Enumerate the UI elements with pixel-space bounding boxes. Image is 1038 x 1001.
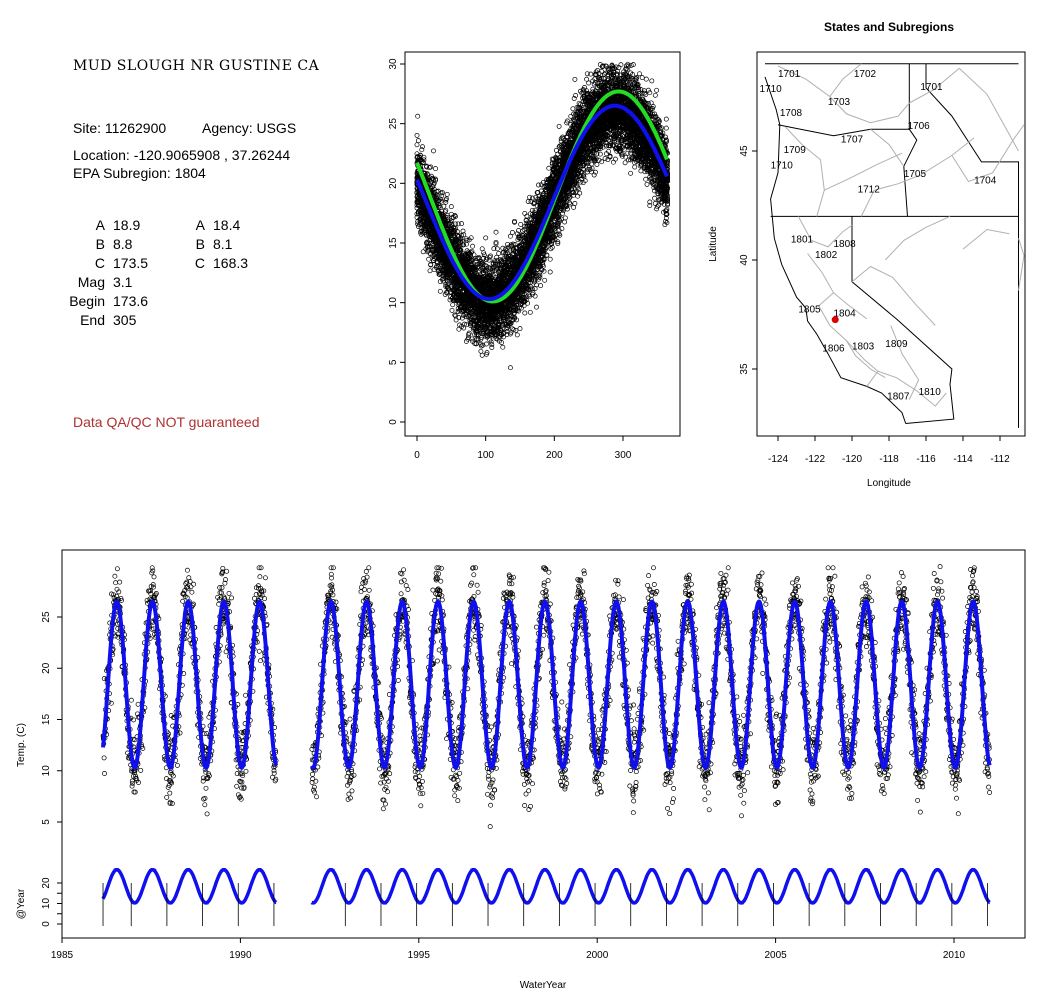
data-point (618, 62, 624, 68)
site-title: MUD SLOUGH NR GUSTINE CA (73, 58, 320, 74)
param-value: 18.9 (113, 217, 141, 233)
data-point (532, 207, 538, 213)
param-label: B (95, 236, 105, 252)
param-row: End 305 (50, 312, 170, 328)
data-point (479, 246, 485, 252)
param-row: A 18.9 (50, 217, 170, 233)
data-point (414, 132, 420, 138)
data-point (453, 317, 459, 323)
param-value: 173.5 (113, 255, 149, 271)
data-point (534, 304, 539, 310)
data-point (415, 113, 421, 119)
data-point (449, 307, 455, 313)
data-point (456, 326, 462, 332)
scatter-points (414, 61, 671, 371)
data-point (652, 195, 658, 201)
data-point (584, 76, 590, 82)
param-row: Mag 3.1 (50, 274, 170, 290)
data-point (444, 191, 450, 197)
param-label: A (195, 217, 205, 233)
data-point (639, 75, 645, 81)
param-label: Mag (77, 274, 105, 290)
param-value: 3.1 (113, 274, 133, 290)
data-point (586, 80, 592, 86)
data-point (500, 344, 506, 350)
data-point (644, 181, 650, 187)
data-point (426, 256, 432, 262)
param-value: 8.1 (213, 236, 233, 252)
param-value: 18.4 (213, 217, 241, 233)
param-label: End (80, 312, 105, 328)
data-point (525, 199, 531, 204)
param-label: B (195, 236, 205, 252)
data-point (663, 116, 669, 122)
param-label: C (194, 255, 205, 271)
param-label: C (94, 255, 105, 271)
data-point (562, 219, 568, 225)
data-point (486, 265, 492, 271)
data-point (500, 245, 506, 251)
param-row: Begin 173.6 (50, 293, 170, 309)
data-point (654, 206, 660, 212)
data-point (643, 176, 649, 182)
param-row: B 8.8 (50, 236, 170, 252)
data-point (431, 148, 436, 154)
agency: Agency: USGS (202, 120, 297, 136)
data-point (463, 236, 469, 242)
data-point (470, 243, 476, 249)
param-row: A 18.4 (190, 217, 310, 233)
site-number: Site: 11262900 (73, 120, 167, 136)
param-row: C 168.3 (190, 255, 310, 271)
data-point (433, 166, 438, 172)
data-point (628, 170, 634, 176)
data-point (496, 250, 502, 256)
data-point (647, 90, 653, 96)
data-point (487, 254, 493, 260)
param-value: 168.3 (213, 255, 249, 271)
data-point (518, 221, 524, 227)
data-point (419, 147, 425, 153)
param-label: Begin (69, 293, 105, 309)
data-point (443, 207, 449, 213)
param-row: C 173.5 (50, 255, 170, 271)
data-point (649, 78, 655, 84)
epa-subregion: EPA Subregion: 1804 (73, 165, 206, 181)
data-point (645, 87, 651, 93)
param-value: 8.8 (113, 236, 133, 252)
data-point (556, 123, 562, 129)
data-point (414, 142, 420, 148)
param-row: B 8.1 (190, 236, 310, 252)
data-point (493, 229, 499, 235)
location: Location: -120.9065908 , 37.26244 (73, 147, 291, 163)
param-value: 305 (113, 312, 137, 328)
data-point (427, 268, 433, 274)
param-label: A (95, 217, 105, 233)
data-point (448, 204, 454, 210)
plot-frame (404, 51, 681, 437)
param-value: 173.6 (113, 293, 149, 309)
qa-note: Data QA/QC NOT guaranteed (73, 414, 260, 430)
data-point (588, 71, 594, 77)
